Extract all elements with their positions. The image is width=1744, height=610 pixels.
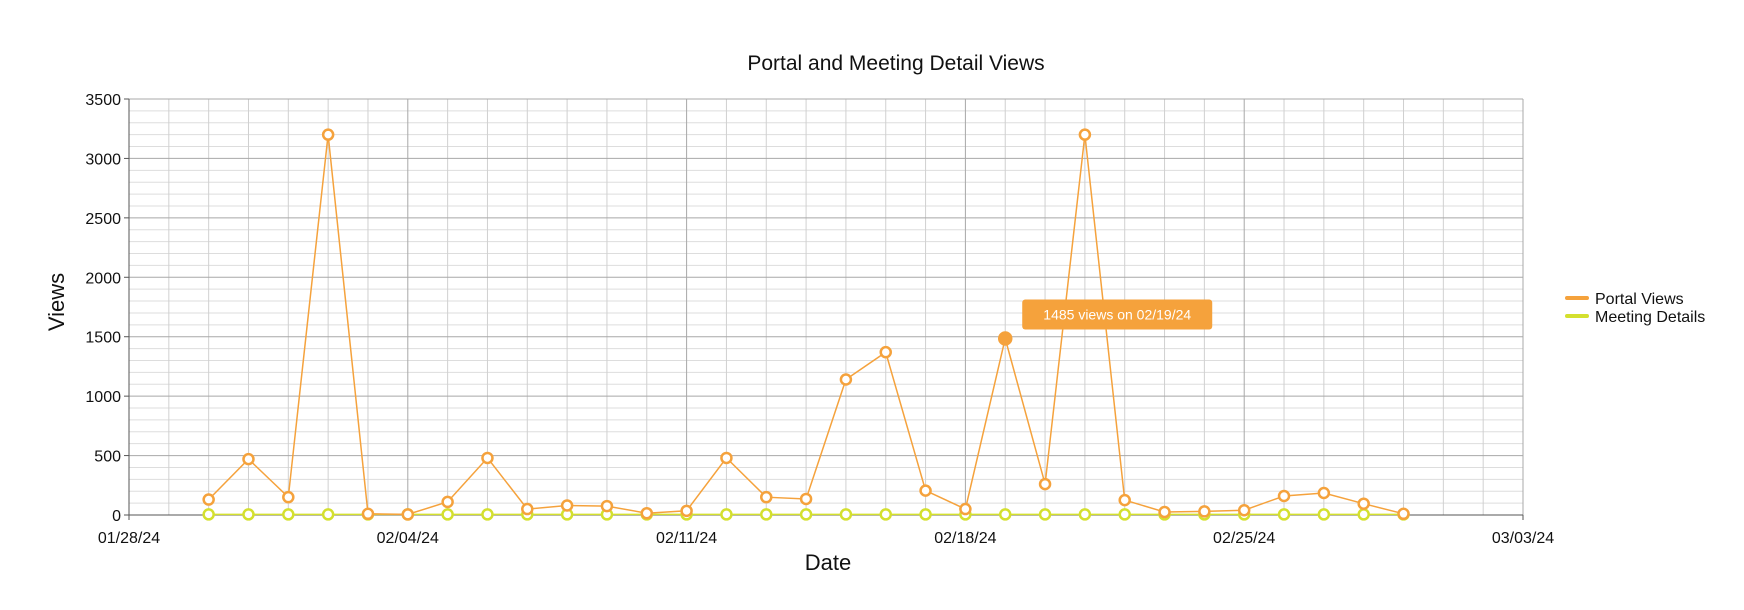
x-tick-label: 02/25/24: [1213, 530, 1275, 547]
data-point[interactable]: [879, 508, 892, 521]
x-tick-label: 02/04/24: [377, 530, 439, 547]
data-point[interactable]: [361, 507, 375, 521]
axes: 0 500 1000 1500 2000 2500 3000 3500 01/28/24 02/0…: [85, 92, 1554, 547]
data-point[interactable]: [1397, 507, 1410, 521]
data-point[interactable]: [1357, 497, 1370, 510]
data-point[interactable]: [1038, 508, 1052, 521]
data-point[interactable]: [202, 493, 215, 506]
data-point[interactable]: [879, 345, 892, 359]
data-point[interactable]: [600, 499, 614, 513]
data-point[interactable]: [441, 495, 454, 509]
data-point[interactable]: [1237, 503, 1251, 517]
x-tick-label: 03/03/24: [1492, 530, 1554, 547]
x-tick-label: 02/18/24: [934, 530, 996, 547]
data-point[interactable]: [1198, 505, 1211, 518]
data-point[interactable]: [1317, 486, 1331, 500]
data-point[interactable]: [839, 373, 853, 386]
data-point[interactable]: [560, 499, 574, 512]
data-point[interactable]: [1277, 508, 1291, 521]
series-portal-views: [202, 128, 1410, 521]
data-point[interactable]: [1078, 128, 1092, 141]
data-point[interactable]: [202, 508, 215, 521]
x-tick-label: 01/28/24: [98, 530, 160, 547]
data-point[interactable]: [282, 508, 295, 521]
data-point[interactable]: [1357, 508, 1370, 521]
data-point[interactable]: [481, 508, 494, 521]
data-point[interactable]: [760, 508, 773, 521]
y-tick-label: 500: [94, 449, 121, 466]
data-point[interactable]: [640, 506, 654, 520]
series-layer: [202, 128, 1410, 521]
data-point[interactable]: [242, 508, 255, 521]
data-point[interactable]: [760, 490, 773, 504]
data-point[interactable]: [1158, 505, 1171, 519]
y-tick-label: 3000: [85, 151, 121, 168]
data-point[interactable]: [1118, 508, 1131, 521]
data-point[interactable]: [720, 508, 733, 521]
data-point[interactable]: [521, 502, 534, 516]
data-point[interactable]: [998, 508, 1012, 521]
data-point[interactable]: [1118, 493, 1131, 507]
data-point[interactable]: [959, 502, 972, 516]
legend-label: Meeting Details: [1595, 309, 1705, 326]
y-tick-label: 3500: [85, 92, 121, 109]
data-point[interactable]: [1277, 489, 1291, 503]
data-point[interactable]: [720, 451, 733, 465]
data-point[interactable]: [321, 128, 335, 141]
y-tick-label: 2000: [85, 270, 121, 287]
y-tick-label: 2500: [85, 211, 121, 228]
y-tick-label: 0: [112, 508, 121, 525]
y-tick-label: 1000: [85, 389, 121, 406]
data-point[interactable]: [799, 508, 813, 521]
data-point[interactable]: [401, 508, 415, 521]
tooltip: 1485 views on 02/19/24: [1022, 299, 1213, 330]
data-point[interactable]: [481, 451, 494, 465]
data-point[interactable]: [839, 508, 853, 521]
data-point[interactable]: [1038, 477, 1052, 491]
data-point[interactable]: [1317, 508, 1331, 521]
tooltip-text: 1485 views on 02/19/24: [1043, 306, 1191, 322]
chart-title: Portal and Meeting Detail Views: [747, 52, 1044, 75]
data-point[interactable]: [919, 484, 932, 497]
data-point[interactable]: [680, 504, 693, 518]
data-point[interactable]: [242, 452, 255, 466]
data-point[interactable]: [799, 492, 813, 506]
legend-label: Portal Views: [1595, 291, 1684, 308]
data-point-highlighted[interactable]: [997, 331, 1013, 346]
data-point[interactable]: [919, 508, 932, 521]
data-point[interactable]: [441, 508, 454, 521]
y-tick-label: 1500: [85, 330, 121, 347]
y-axis-title: Views: [44, 273, 69, 331]
tooltip-box: [1022, 299, 1213, 330]
x-tick-label: 02/11/24: [656, 530, 717, 547]
data-point[interactable]: [282, 490, 295, 504]
grid: [128, 98, 1524, 516]
x-axis-title: Date: [805, 550, 851, 575]
data-point[interactable]: [1078, 508, 1092, 521]
data-point[interactable]: [321, 508, 335, 521]
